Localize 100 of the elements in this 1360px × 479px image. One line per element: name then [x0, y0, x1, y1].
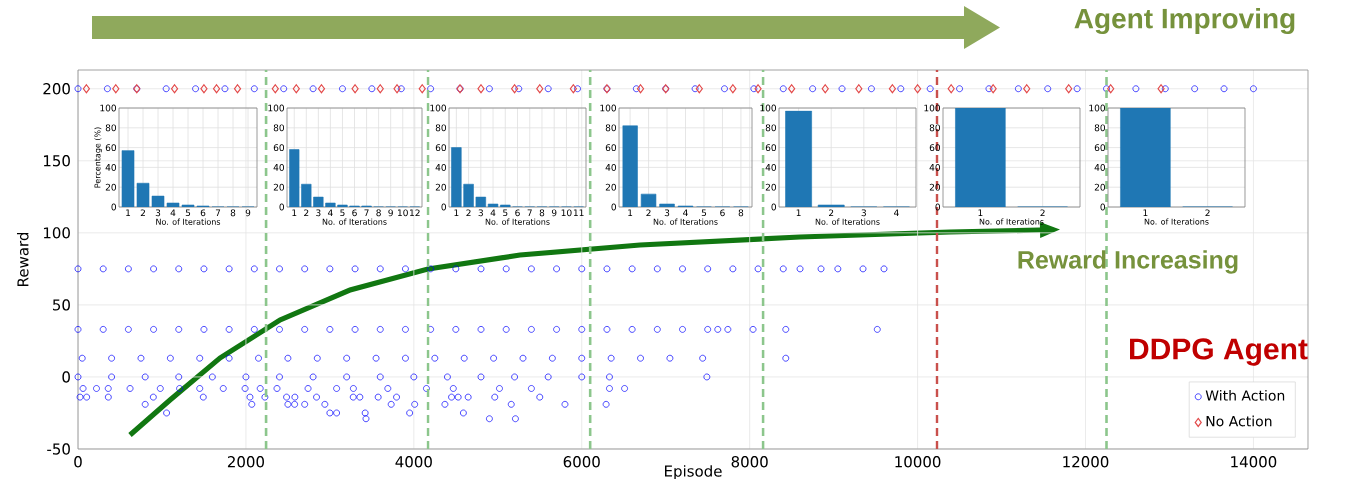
x-tick-label: 9 [551, 209, 557, 217]
y-tick-label: 0 [935, 203, 941, 211]
x-tick-label: 10 [398, 209, 408, 217]
y-tick-label: 100 [100, 104, 117, 112]
x-tick-label: 2 [1205, 209, 1210, 217]
x-tick-label: 4000 [395, 456, 432, 468]
x-tick-label: 4 [490, 209, 496, 216]
x-tick-label: 6 [200, 209, 206, 217]
y-tick-label: 20 [605, 183, 617, 191]
x-tick-label: 1 [454, 209, 459, 216]
y-tick-label: 80 [105, 124, 117, 132]
y-tick-label: -50 [47, 443, 70, 455]
x-tick-label: 2 [646, 209, 651, 217]
y-tick-label: 40 [435, 164, 447, 171]
y-tick-label: 60 [605, 144, 617, 152]
x-tick-label: 5 [340, 209, 345, 217]
y-axis-title: Percentage (%) [94, 127, 103, 188]
x-tick-label: 10000 [895, 456, 941, 468]
x-tick-label: 3 [664, 209, 670, 217]
x-tick-label: 10 [561, 209, 572, 217]
x-axis-title: No. of Iterations [485, 218, 550, 225]
y-tick-label: 60 [105, 144, 117, 152]
x-axis-title: No. of Iterations [815, 218, 880, 225]
x-tick-label: 1 [796, 209, 801, 216]
y-tick-label: 100 [430, 104, 447, 112]
x-axis-title: No. of Iterations [653, 218, 718, 225]
text: Agent Improving [1074, 7, 1295, 35]
y-tick-label: 150 [43, 155, 70, 167]
y-tick-label: 80 [273, 124, 285, 132]
x-tick-label: 14000 [1231, 456, 1277, 468]
x-axis-title: Episode [665, 465, 722, 479]
x-tick-label: 3 [861, 209, 866, 217]
y-tick-label: 60 [1094, 144, 1106, 152]
x-axis-title: No. of Iterations [1144, 218, 1209, 225]
x-axis-title: No. of Iterations [156, 218, 221, 225]
x-tick-label: 4 [327, 209, 333, 216]
y-tick-label: 20 [765, 183, 777, 191]
y-tick-label: 40 [765, 164, 777, 171]
x-tick-label: 2 [304, 209, 309, 217]
y-tick-label: 20 [929, 183, 941, 191]
y-axis-title: Reward [16, 232, 29, 286]
y-tick-label: 0 [441, 203, 447, 211]
x-tick-label: 5 [185, 209, 191, 217]
x-tick-label: 1 [292, 209, 297, 216]
x-tick-label: 1 [978, 209, 983, 216]
x-tick-label: 9 [388, 209, 393, 217]
y-tick-label: 80 [1094, 124, 1106, 132]
y-tick-label: 80 [765, 124, 777, 132]
y-tick-label: 60 [273, 144, 285, 152]
y-tick-label: 100 [43, 227, 70, 239]
x-axis-title: No. of Iterations [979, 218, 1044, 225]
x-tick-label: 9 [245, 209, 251, 217]
x-tick-label: 5 [701, 209, 707, 217]
x-tick-label: 8 [230, 209, 236, 217]
x-tick-label: 2 [829, 209, 834, 217]
y-tick-label: 100 [268, 104, 285, 112]
y-tick-label: 60 [765, 144, 777, 152]
y-tick-label: 80 [929, 124, 941, 132]
y-tick-label: 50 [53, 299, 70, 311]
x-tick-label: 3 [316, 209, 321, 217]
x-tick-label: 8 [376, 209, 381, 217]
x-tick-label: 2 [140, 209, 145, 217]
y-tick-label: 0 [279, 203, 285, 211]
y-tick-label: 0 [1100, 203, 1106, 211]
x-tick-label: 2000 [227, 456, 264, 468]
y-tick-label: 0 [111, 203, 117, 211]
annotation: DDPG Agent [1130, 338, 1308, 366]
x-tick-label: 7 [527, 209, 532, 216]
x-tick-label: 7 [215, 209, 221, 216]
y-tick-label: 40 [273, 164, 285, 171]
y-tick-label: 200 [43, 83, 70, 95]
x-tick-label: 2 [1040, 209, 1045, 217]
x-tick-label: 6000 [563, 456, 600, 468]
y-tick-label: 20 [273, 183, 285, 191]
x-tick-label: 6 [352, 209, 357, 217]
y-tick-label: 80 [605, 124, 617, 132]
x-tick-label: 1 [126, 209, 131, 216]
annotation: Reward Increasing [1018, 250, 1238, 274]
x-tick-label: 4 [683, 209, 688, 216]
x-tick-label: 3 [155, 209, 161, 217]
y-tick-label: 100 [1089, 104, 1106, 112]
x-tick-label: 3 [478, 209, 483, 217]
y-tick-label: 40 [1094, 164, 1106, 171]
x-axis-title: No. of Iterations [322, 218, 387, 225]
legend-label: With Action [1205, 389, 1285, 401]
y-tick-label: 80 [435, 124, 447, 132]
y-tick-label: 20 [435, 183, 447, 191]
y-tick-label: 0 [771, 203, 777, 211]
x-tick-label: 6 [515, 209, 520, 217]
x-tick-label: 8 [738, 209, 744, 217]
y-tick-label: 100 [600, 104, 617, 112]
legend-label: No Action [1206, 415, 1272, 427]
y-tick-label: 20 [1094, 183, 1106, 191]
y-tick-label: 40 [105, 164, 117, 171]
x-tick-label: 0 [74, 456, 82, 468]
y-tick-label: 40 [929, 164, 941, 171]
x-tick-label: 1 [1143, 209, 1148, 216]
y-tick-label: 100 [760, 104, 777, 112]
x-tick-label: 8 [539, 209, 545, 217]
y-tick-label: 0 [611, 203, 617, 211]
